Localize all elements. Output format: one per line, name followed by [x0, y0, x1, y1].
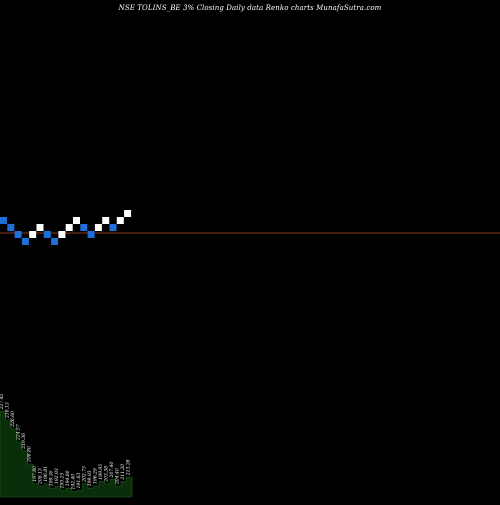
volume-label: 224.57 — [16, 424, 22, 441]
chart-title: NSE TOLINS_BE 3% Closing Daily data Renk… — [118, 4, 382, 12]
volume-label: 227.45 — [0, 393, 5, 410]
volume-label: 197.80 — [32, 466, 38, 482]
renko-brick-up — [102, 217, 110, 224]
volume-label: 203.38 — [104, 466, 110, 483]
volume-area — [0, 410, 133, 498]
renko-brick-up — [36, 224, 44, 231]
volume-label: 208.80 — [27, 446, 33, 463]
renko-brick-down — [7, 224, 15, 231]
renko-brick-up — [29, 231, 37, 238]
renko-brick-up — [58, 231, 66, 238]
volume-label: 226.60 — [10, 411, 16, 428]
renko-brick-down — [80, 224, 88, 231]
volume-label: 192.93 — [54, 468, 60, 484]
volume-label: 211.20 — [120, 464, 126, 481]
volume-label: 202.75 — [82, 466, 88, 483]
volume-label: 218.13 — [5, 402, 11, 419]
volume-label: 199.93 — [87, 470, 93, 486]
renko-brick-down — [21, 238, 29, 245]
volume-label: 199.30 — [49, 470, 55, 486]
renko-brick-up — [73, 217, 80, 224]
volume-label: 196.29 — [93, 468, 99, 484]
renko-brick-up — [65, 224, 73, 231]
renko-brick-down — [51, 238, 59, 245]
volume-label: 194.60 — [65, 470, 71, 486]
renko-brick-down — [14, 231, 22, 238]
renko-brick-down — [43, 231, 51, 238]
volume-label: 213.28 — [126, 459, 132, 476]
volume-label: 204.40 — [115, 468, 121, 485]
renko-brick-up — [124, 210, 132, 217]
renko-brick-up — [116, 217, 124, 224]
volume-label: 199.95 — [98, 464, 104, 480]
volume-label: 192.40 — [71, 474, 77, 490]
volume-label: 195.15 — [60, 473, 66, 489]
volume-label: 196.81 — [43, 466, 49, 482]
volume-label: 208.13 — [38, 468, 44, 485]
volume-label: 219.36 — [21, 433, 27, 450]
volume-label: 207.40 — [109, 462, 115, 479]
renko-brick-down — [87, 231, 95, 238]
renko-brick-down — [0, 217, 7, 224]
renko-brick-up — [94, 224, 102, 231]
renko-brick-down — [109, 224, 117, 231]
volume-label: 191.63 — [76, 473, 82, 489]
